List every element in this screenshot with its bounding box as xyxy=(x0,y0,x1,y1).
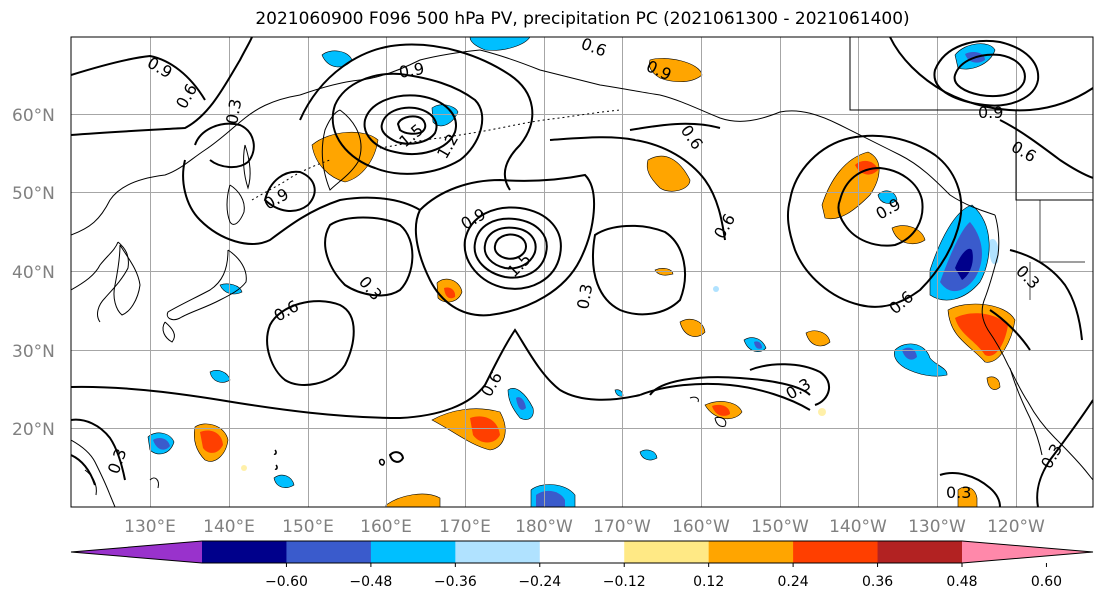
colorbar-tick-label: 0.24 xyxy=(778,574,809,590)
colorbar: −0.60 −0.48 −0.36 −0.24 −0.12 0.12 0.24 0.36 0.4… xyxy=(70,540,1094,590)
lat-label: 50°N xyxy=(12,184,55,204)
lon-label: 140°E xyxy=(203,517,255,537)
map-frame xyxy=(70,36,1094,508)
map-panel: 0.9 0.6 0.3 0.9 1.2 1.5 0.6 0.9 0.9 1.5 … xyxy=(71,37,1093,507)
colorbar-tick-label: −0.36 xyxy=(434,574,477,590)
lon-label: 120°W xyxy=(987,517,1045,537)
lon-label: 130°E xyxy=(124,517,176,537)
lat-label: 30°N xyxy=(12,342,55,362)
pv-contours xyxy=(71,37,1093,507)
longitude-labels: 130°E 140°E 150°E 160°E 170°E 180°W 170°… xyxy=(124,517,1045,537)
colorbar-tick-label: −0.24 xyxy=(518,574,561,590)
contour-label: 0.9 xyxy=(397,59,425,82)
lon-label: 160°E xyxy=(360,517,412,537)
lon-label: 140°W xyxy=(829,517,887,537)
lat-label: 60°N xyxy=(12,106,55,126)
colorbar-tick-label: −0.12 xyxy=(603,574,646,590)
lat-label: 20°N xyxy=(12,420,55,440)
colorbar-tick-label: 0.60 xyxy=(1031,574,1062,590)
colorbar-segment xyxy=(624,541,710,563)
colorbar-tick-label: 0.36 xyxy=(862,574,893,590)
contour-label: 0.3 xyxy=(222,97,245,125)
lon-label: 170°W xyxy=(593,517,651,537)
colorbar-extend-min xyxy=(71,541,202,563)
latitude-labels: 60°N 50°N 40°N 30°N 20°N xyxy=(12,106,55,440)
colorbar-tick-label: −0.60 xyxy=(265,574,308,590)
lon-label: 170°E xyxy=(439,517,491,537)
colorbar-segment xyxy=(370,541,456,563)
lat-label: 40°N xyxy=(12,263,55,283)
contour-label: 0.9 xyxy=(978,103,1003,122)
contour-label: 0.3 xyxy=(946,483,971,502)
colorbar-segment xyxy=(455,541,541,563)
colorbar-segment xyxy=(539,541,625,563)
colorbar-extend-max xyxy=(962,541,1093,563)
lon-label: 180°W xyxy=(515,517,573,537)
precipitation-shading xyxy=(147,37,1016,507)
coastlines xyxy=(71,37,1093,507)
map-title: 2021060900 F096 500 hPa PV, precipitatio… xyxy=(255,9,910,29)
colorbar-segment xyxy=(708,541,794,563)
contour-label: 0.3 xyxy=(573,282,596,310)
colorbar-tick-label: 0.12 xyxy=(693,574,724,590)
colorbar-segment xyxy=(286,541,372,563)
lon-label: 160°W xyxy=(672,517,730,537)
colorbar-tick-label: 0.48 xyxy=(946,574,977,590)
lon-label: 150°W xyxy=(751,517,809,537)
colorbar-segment xyxy=(793,541,879,563)
colorbar-segment xyxy=(202,541,287,563)
colorbar-outline xyxy=(70,540,1094,564)
colorbar-segment xyxy=(877,541,963,563)
lon-label: 130°W xyxy=(908,517,966,537)
lon-label: 150°E xyxy=(282,517,334,537)
colorbar-tick-label: −0.48 xyxy=(349,574,392,590)
